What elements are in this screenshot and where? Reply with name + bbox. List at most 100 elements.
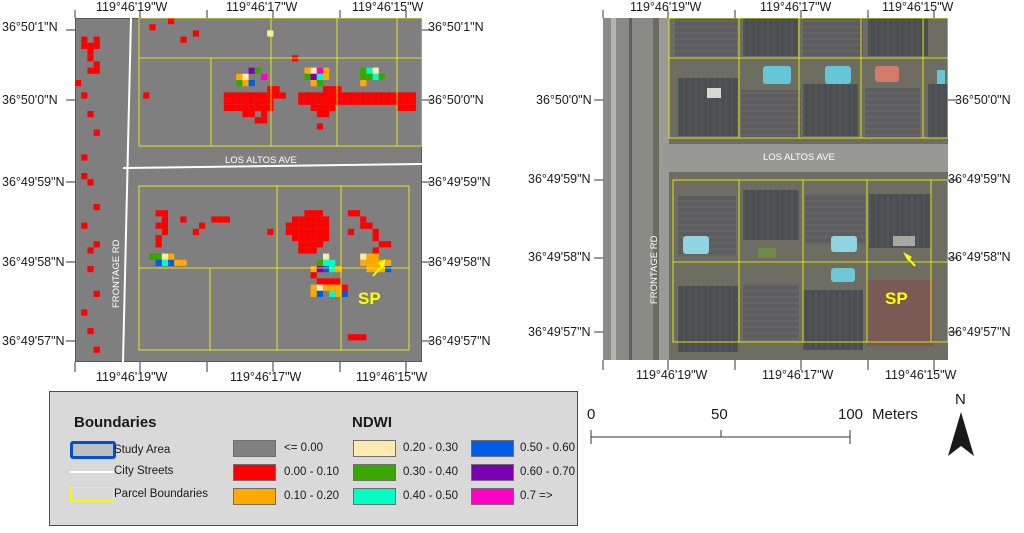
ndwi-pixel <box>378 241 385 248</box>
ndwi-pixel <box>366 266 373 273</box>
ndwi-pixel <box>180 259 187 266</box>
ndwi-pixel <box>310 104 317 111</box>
ndwi-pixel <box>409 98 416 105</box>
ndwi-pixel <box>323 111 330 118</box>
right-lat-right-2: 36°49'59"N <box>948 172 1011 186</box>
ndwi-pixel <box>304 210 311 217</box>
ndwi-pixel <box>267 228 274 235</box>
ndwi-pixel <box>304 98 311 105</box>
left-lat-right-4: 36°49'58"N <box>428 255 491 269</box>
ndwi-pixel <box>155 241 162 248</box>
ndwi-map-ticks <box>66 10 432 372</box>
ndwi-pixel <box>254 98 261 105</box>
ndwi-swatch-3 <box>353 440 396 457</box>
ndwi-pixel <box>242 80 249 87</box>
ndwi-pixel <box>316 111 323 118</box>
ndwi-pixel <box>161 228 168 235</box>
ndwi-pixel <box>354 98 361 105</box>
ndwi-pixel <box>347 92 354 99</box>
ndwi-pixel <box>397 98 404 105</box>
ndwi-pixel <box>292 228 299 235</box>
scale-unit: Meters <box>872 406 918 423</box>
ndwi-label-3: 0.20 - 0.30 <box>403 442 458 454</box>
ndwi-pixel <box>254 104 261 111</box>
ndwi-label-4: 0.30 - 0.40 <box>403 466 458 478</box>
ndwi-pixel <box>248 104 255 111</box>
aerial-los-altos-ave <box>663 144 948 172</box>
ndwi-pixel <box>304 92 311 99</box>
ndwi-pixel <box>335 284 342 291</box>
ndwi-pixel <box>223 98 230 105</box>
ndwi-pixel <box>285 222 292 229</box>
ndwi-pixel <box>360 253 367 260</box>
scale-tick-50: 50 <box>711 406 728 423</box>
ndwi-pixel <box>161 253 168 260</box>
ndwi-pixel <box>323 253 330 260</box>
ndwi-pixel <box>81 173 88 180</box>
ndwi-pixel <box>341 98 348 105</box>
ndwi-pixel <box>223 104 230 111</box>
ndwi-pixel <box>87 179 94 186</box>
ndwi-pixels <box>75 18 416 353</box>
ndwi-pixel <box>93 67 100 74</box>
ndwi-pixel <box>372 266 379 273</box>
scale-bar-line <box>590 430 851 444</box>
ndwi-pixel <box>316 98 323 105</box>
ndwi-pixel <box>261 98 268 105</box>
ndwi-pixel <box>242 73 249 80</box>
ndwi-pixel <box>155 222 162 229</box>
ndwi-pixel <box>298 216 305 223</box>
ndwi-pixel <box>93 204 100 211</box>
ndwi-pixel <box>323 259 330 266</box>
ndwi-pixel <box>292 216 299 223</box>
ndwi-pixel <box>298 228 305 235</box>
ndwi-pixel <box>366 253 373 260</box>
ndwi-pixel <box>149 24 156 31</box>
ndwi-pixel <box>304 216 311 223</box>
ndwi-pixel <box>161 222 168 229</box>
right-lon-top-2: 119°46'17"W <box>760 0 832 14</box>
ndwi-pixel <box>316 216 323 223</box>
ndwi-pixel <box>248 92 255 99</box>
ndwi-pixel <box>316 123 323 130</box>
ndwi-pixel <box>75 80 82 87</box>
ndwi-label-0: <= 0.00 <box>284 442 324 454</box>
ndwi-pixel <box>360 67 367 74</box>
ndwi-swatch-7 <box>471 464 514 481</box>
right-lon-bottom-3: 119°46'15"W <box>885 368 957 382</box>
legend-study-area-label: Study Area <box>114 444 171 456</box>
left-lat-right-1: 36°50'1"N <box>428 20 484 34</box>
ndwi-pixel <box>168 18 175 25</box>
ndwi-pixel <box>310 266 317 273</box>
ndwi-pixel <box>403 92 410 99</box>
ndwi-pixel <box>341 92 348 99</box>
ndwi-pixel <box>329 278 336 285</box>
right-lat-right-4: 36°49'57"N <box>948 325 1011 339</box>
ndwi-pixel <box>378 98 385 105</box>
aerial-frontage-rd <box>659 18 669 360</box>
ndwi-pixel <box>192 228 199 235</box>
aerial-map: LOS ALTOS AVE FRONTAGE RD SP <box>603 18 948 360</box>
ndwi-pixel <box>168 253 175 260</box>
ndwi-pixel <box>87 247 94 254</box>
ndwi-pixel <box>347 98 354 105</box>
ndwi-pixel <box>360 334 367 341</box>
ndwi-pixel <box>279 92 286 99</box>
ndwi-pixel <box>298 241 305 248</box>
ndwi-pixel <box>273 86 280 93</box>
legend-ndwi-title: NDWI <box>352 414 392 431</box>
ndwi-pixel <box>236 80 243 87</box>
ndwi-pixel <box>341 290 348 297</box>
ndwi-pixel <box>316 104 323 111</box>
ndwi-pixel <box>261 117 268 124</box>
ndwi-pixel <box>323 228 330 235</box>
ndwi-pixel <box>87 67 94 74</box>
right-lat-left-2: 36°49'59"N <box>528 172 591 186</box>
ndwi-pixel <box>155 210 162 217</box>
left-lat-left-2: 36°50'0"N <box>2 93 58 107</box>
ndwi-pixel <box>347 334 354 341</box>
parcel-boundaries <box>138 18 422 351</box>
ndwi-pixel <box>316 278 323 285</box>
ndwi-pixel <box>310 290 317 297</box>
ndwi-pixel <box>242 104 249 111</box>
